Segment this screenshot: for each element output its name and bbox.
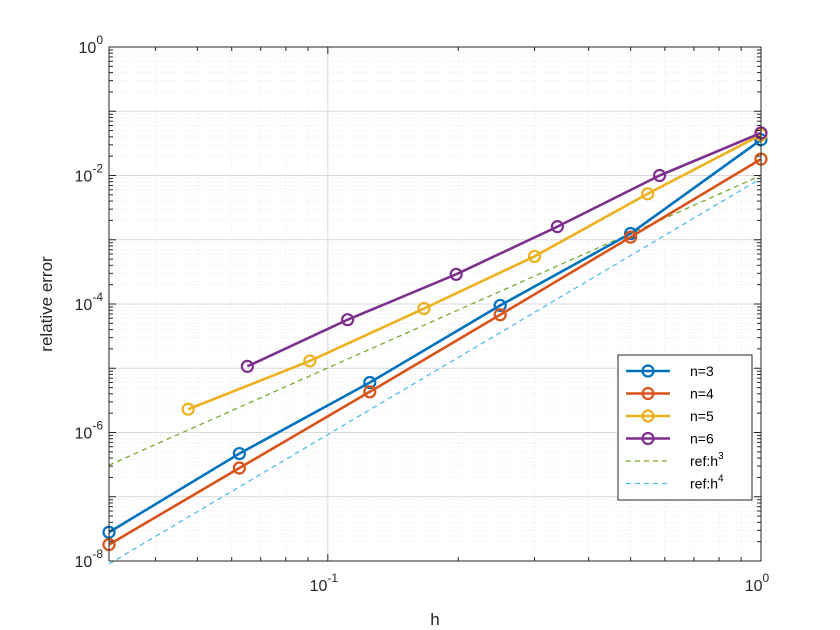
data-point <box>623 230 638 244</box>
data-point <box>550 220 564 234</box>
y-axis-ticks: 10-8 10-6 10-4 10-2 100 <box>75 33 761 571</box>
y-tick-label: 10-2 <box>75 162 104 186</box>
data-point <box>493 308 507 322</box>
series-line <box>108 138 762 534</box>
legend-entry-label: ref:h3 <box>690 451 724 469</box>
data-point <box>527 249 542 264</box>
series-line <box>108 177 762 565</box>
legend-entry-label: ref:h4 <box>690 474 724 492</box>
data-point <box>341 313 355 327</box>
legend-entry-label: n=6 <box>690 431 714 447</box>
data-point <box>417 301 431 316</box>
data-point <box>181 402 195 416</box>
data-point <box>303 354 317 368</box>
data-point <box>232 446 246 461</box>
legend-box <box>617 354 753 501</box>
y-axis-label: relative error <box>37 256 56 352</box>
x-axis-ticks: 10-1 100 <box>154 47 770 595</box>
data-point <box>493 298 507 313</box>
series-line <box>108 157 762 546</box>
series-line <box>187 133 762 411</box>
x-axis-label: h <box>430 610 439 629</box>
legend-marker <box>641 386 655 401</box>
data-point <box>363 385 377 399</box>
x-tick-label: 10-1 <box>310 571 339 595</box>
legend: n=3 n=4 n=5 n=6 ref:h3 ref:h4 <box>617 354 753 501</box>
y-tick-label: 10-6 <box>75 419 104 443</box>
data-point <box>641 187 655 201</box>
series-line <box>246 131 762 368</box>
x-tick-label: 100 <box>745 571 770 595</box>
data-point <box>449 267 463 281</box>
legend-marker <box>641 364 655 378</box>
data-point <box>232 461 246 475</box>
y-tick-label: 10-8 <box>75 547 104 571</box>
legend-entry-label: n=4 <box>690 386 714 402</box>
y-tick-label: 10-4 <box>75 290 104 314</box>
series-ref-h4 <box>108 177 762 565</box>
legend-entry-label: n=5 <box>690 408 714 424</box>
data-series <box>102 126 768 552</box>
y-tick-label: 100 <box>79 33 104 57</box>
series-n=6 <box>240 126 768 373</box>
legend-entry-label: n=3 <box>690 363 714 379</box>
legend-marker <box>641 431 655 446</box>
legend-marker <box>641 409 655 423</box>
data-point <box>652 168 667 183</box>
data-point <box>240 359 254 373</box>
data-point <box>363 375 377 390</box>
